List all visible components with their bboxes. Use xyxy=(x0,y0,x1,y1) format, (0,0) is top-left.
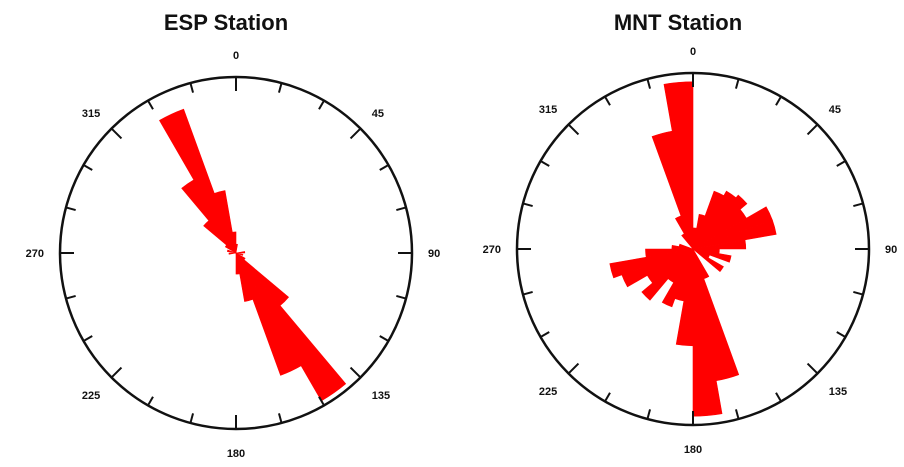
angle-tick-label: 45 xyxy=(829,104,841,116)
angle-tick-label: 90 xyxy=(885,244,897,256)
rose-petal xyxy=(226,249,237,254)
rose-petal xyxy=(228,252,237,255)
chart-title: MNT Station xyxy=(613,10,743,35)
angle-tick xyxy=(604,392,611,402)
angle-tick xyxy=(349,127,362,140)
angle-tick xyxy=(567,362,580,375)
angle-tick xyxy=(110,366,123,379)
rose-petal xyxy=(235,252,244,256)
rose-petal xyxy=(692,239,747,250)
rose-petal xyxy=(235,252,254,302)
rose-petal xyxy=(609,248,694,279)
rose-petal xyxy=(213,190,237,254)
angle-tick xyxy=(83,335,93,342)
rose-petal xyxy=(235,251,246,254)
angle-tick xyxy=(65,206,76,212)
angle-tick xyxy=(379,335,389,342)
angle-tick-label: 180 xyxy=(684,444,702,456)
angle-tick xyxy=(540,160,550,167)
angle-tick-label: 0 xyxy=(690,46,696,58)
angle-tick xyxy=(147,396,154,406)
angle-tick xyxy=(853,202,864,208)
angle-tick xyxy=(836,331,846,338)
rose-petal xyxy=(159,108,237,254)
angle-tick xyxy=(379,164,389,171)
rose-petal xyxy=(661,248,694,308)
rose-chart-esp: 0 45 90 135 180 225 270 315 xyxy=(26,50,441,460)
angle-tick xyxy=(318,396,325,406)
rose-petal xyxy=(235,252,241,275)
rose-petal xyxy=(674,215,694,250)
angle-tick-label: 135 xyxy=(829,386,847,398)
angle-tick xyxy=(65,294,76,300)
angle-tick-label: 315 xyxy=(82,108,100,120)
rose-petal xyxy=(651,130,694,250)
rose-petal xyxy=(645,248,694,258)
angle-tick-label: 225 xyxy=(82,390,100,402)
rose-petal xyxy=(235,252,347,402)
angle-tick xyxy=(806,362,819,375)
angle-tick xyxy=(110,127,123,140)
rose-petal xyxy=(681,233,694,250)
angle-tick xyxy=(349,366,362,379)
angle-tick xyxy=(147,100,154,110)
chart-panel-esp: ESP Station 0 45 90 135 180 225 270 315 xyxy=(26,10,441,460)
rose-chart-mnt: 0 45 90 135 180 225 270 315 xyxy=(483,46,898,456)
angle-tick xyxy=(522,202,533,208)
angle-tick-label: 135 xyxy=(372,390,390,402)
rose-petal xyxy=(692,219,777,250)
angle-tick-label: 315 xyxy=(539,104,557,116)
rose-petal xyxy=(641,248,694,301)
angle-tick-label: 225 xyxy=(539,386,557,398)
angle-tick-label: 45 xyxy=(372,108,384,120)
chart-title: ESP Station xyxy=(163,10,289,35)
rose-petal xyxy=(235,243,238,254)
angle-tick-label: 270 xyxy=(26,248,44,260)
angle-tick xyxy=(189,413,195,424)
angle-tick-label: 180 xyxy=(227,448,245,460)
rose-petal xyxy=(692,194,748,250)
angle-tick xyxy=(646,78,652,89)
angle-tick xyxy=(604,96,611,106)
angle-tick xyxy=(189,82,195,93)
angle-tick xyxy=(853,290,864,296)
angle-tick xyxy=(646,409,652,420)
angle-tick xyxy=(734,78,740,89)
rose-petal xyxy=(235,252,302,376)
angle-tick xyxy=(396,206,407,212)
angle-tick-label: 90 xyxy=(428,248,440,260)
angle-tick xyxy=(775,392,782,402)
angle-tick xyxy=(567,123,580,136)
angle-tick xyxy=(396,294,407,300)
angle-tick-label: 270 xyxy=(483,244,501,256)
angle-tick xyxy=(277,82,283,93)
angle-tick-label: 0 xyxy=(233,50,239,62)
angle-tick xyxy=(522,290,533,296)
angle-tick xyxy=(277,413,283,424)
angle-tick xyxy=(83,164,93,171)
angle-tick xyxy=(806,123,819,136)
angle-tick xyxy=(540,331,550,338)
angle-tick xyxy=(775,96,782,106)
rose-petal xyxy=(678,243,694,250)
angle-tick xyxy=(734,409,740,420)
rose-petal xyxy=(692,248,724,273)
rose-petal xyxy=(231,231,237,254)
angle-tick xyxy=(836,160,846,167)
chart-panel-mnt: MNT Station 0 45 90 135 180 225 270 315 xyxy=(452,0,904,467)
angle-tick xyxy=(318,100,325,110)
